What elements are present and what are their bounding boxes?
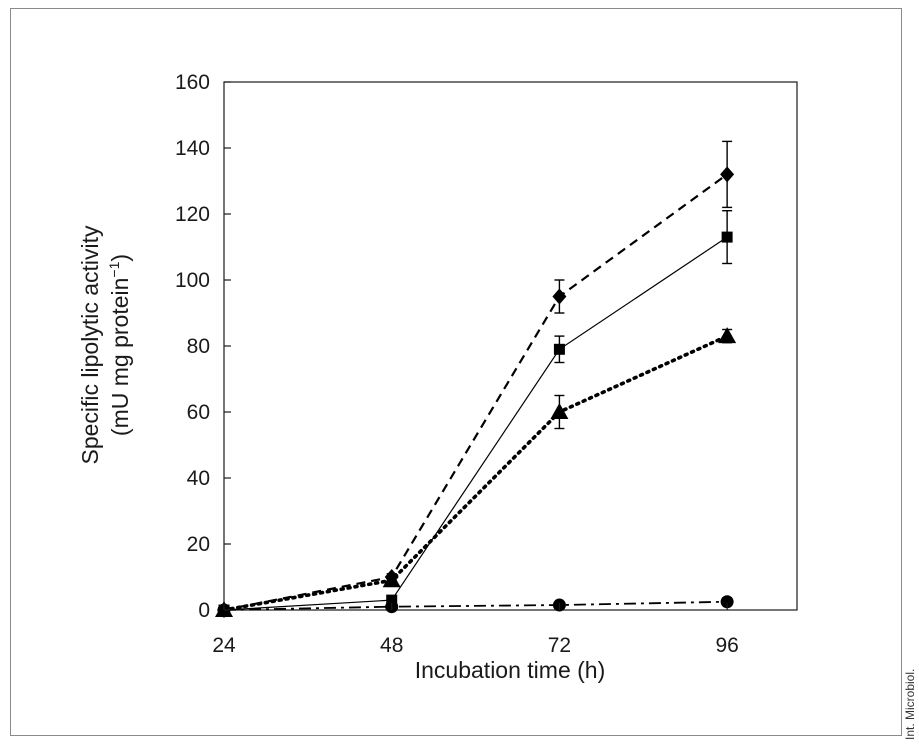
data-point-triangle — [550, 403, 569, 419]
x-axis-title: Incubation time (h) — [415, 657, 605, 683]
series-diamond — [217, 140, 735, 618]
y-tick-label: 100 — [175, 269, 210, 292]
y-tick-label: 40 — [187, 467, 210, 490]
x-tick-label: 48 — [380, 634, 403, 657]
plot-area — [223, 81, 798, 611]
series-line-diamond — [223, 173, 728, 612]
y-tick-label: 140 — [175, 137, 210, 160]
y-tick-label: 120 — [175, 203, 210, 226]
y-axis-title-line2: (mU mg protein−1) — [106, 254, 133, 436]
series-triangle — [215, 327, 737, 617]
y-axis-title-close: ) — [107, 254, 133, 262]
series-line-triangle — [222, 334, 729, 612]
data-point-square — [553, 343, 565, 355]
figure-frame — [10, 8, 902, 736]
x-tick-label: 96 — [715, 634, 738, 657]
y-tick-label: 80 — [187, 335, 210, 358]
y-axis-title-unit: (mU mg protein — [107, 278, 133, 436]
series-line-circle — [223, 600, 728, 611]
y-axis-title-line1: Specific lipolytic activity — [77, 225, 103, 465]
data-point-triangle — [382, 571, 401, 588]
x-tick-label: 24 — [212, 634, 236, 657]
y-tick-label: 60 — [187, 401, 210, 424]
data-point-triangle — [718, 327, 737, 344]
y-axis-title: Specific lipolytic activity (mU mg prote… — [77, 225, 133, 465]
series-square — [218, 209, 733, 616]
series-line-square — [223, 236, 728, 611]
data-point-circle — [720, 595, 734, 609]
y-axis-title-superscript: −1 — [106, 261, 122, 277]
x-axis-ticks: 24 48 72 96 — [212, 603, 739, 657]
y-tick-label: 0 — [198, 599, 210, 622]
data-point-diamond — [720, 166, 735, 183]
y-tick-label: 160 — [175, 71, 210, 94]
x-tick-label: 72 — [548, 634, 571, 657]
data-point-diamond — [552, 288, 567, 305]
source-note: Int. Microbiol. — [903, 668, 917, 740]
y-tick-label: 20 — [187, 533, 210, 556]
data-point-square — [386, 594, 398, 606]
y-axis-ticks: 0 20 40 60 80 100 120 140 160 — [175, 71, 231, 622]
series-layer — [215, 140, 737, 618]
data-point-square — [721, 231, 733, 243]
